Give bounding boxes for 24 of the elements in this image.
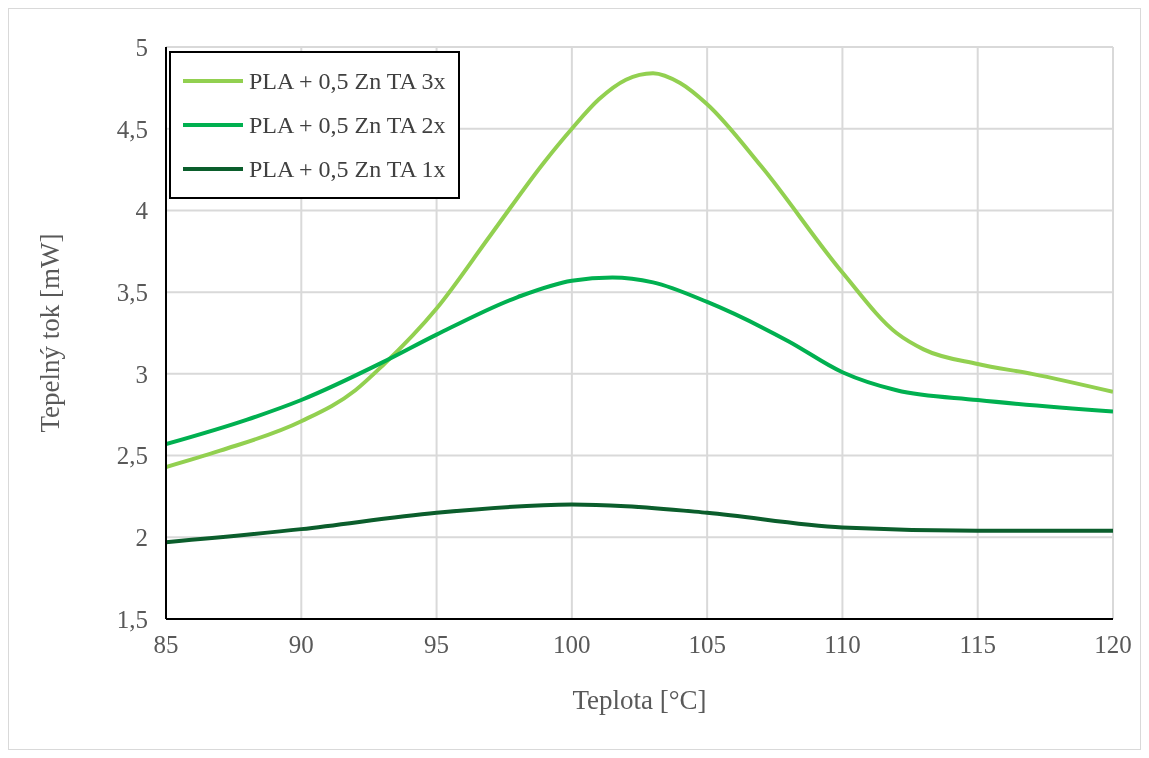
y-tick-label: 3,5 (116, 279, 148, 307)
y-tick-label: 4 (135, 197, 149, 225)
line-series (166, 71, 1113, 470)
line-series (166, 502, 1113, 545)
x-tick-label: 110 (824, 630, 861, 658)
y-tick-label: 2,5 (116, 442, 148, 470)
y-tick-label: 3 (135, 360, 148, 388)
line-series (166, 275, 1113, 447)
y-tick-label: 4,5 (116, 115, 148, 143)
y-tick-label: 2 (135, 524, 148, 552)
x-tick-label: 85 (153, 630, 179, 658)
legend-label: PLA + 0,5 Zn TA 2x (249, 111, 446, 140)
y-tick-label: 5 (135, 33, 148, 61)
x-tick-label: 120 (1094, 630, 1132, 658)
y-axis-title: Tepelný tok [mW] (34, 233, 65, 433)
x-tick-label: 90 (288, 630, 314, 658)
x-tick-label: 115 (959, 630, 996, 658)
x-tick-label: 100 (553, 630, 591, 658)
x-axis-title: Teplota [°C] (572, 685, 707, 715)
legend-label: PLA + 0,5 Zn TA 3x (249, 67, 446, 96)
x-tick-label: 95 (424, 630, 450, 658)
x-tick-label: 105 (688, 630, 726, 658)
y-tick-label: 1,5 (116, 605, 148, 633)
legend-label: PLA + 0,5 Zn TA 1x (249, 155, 446, 184)
